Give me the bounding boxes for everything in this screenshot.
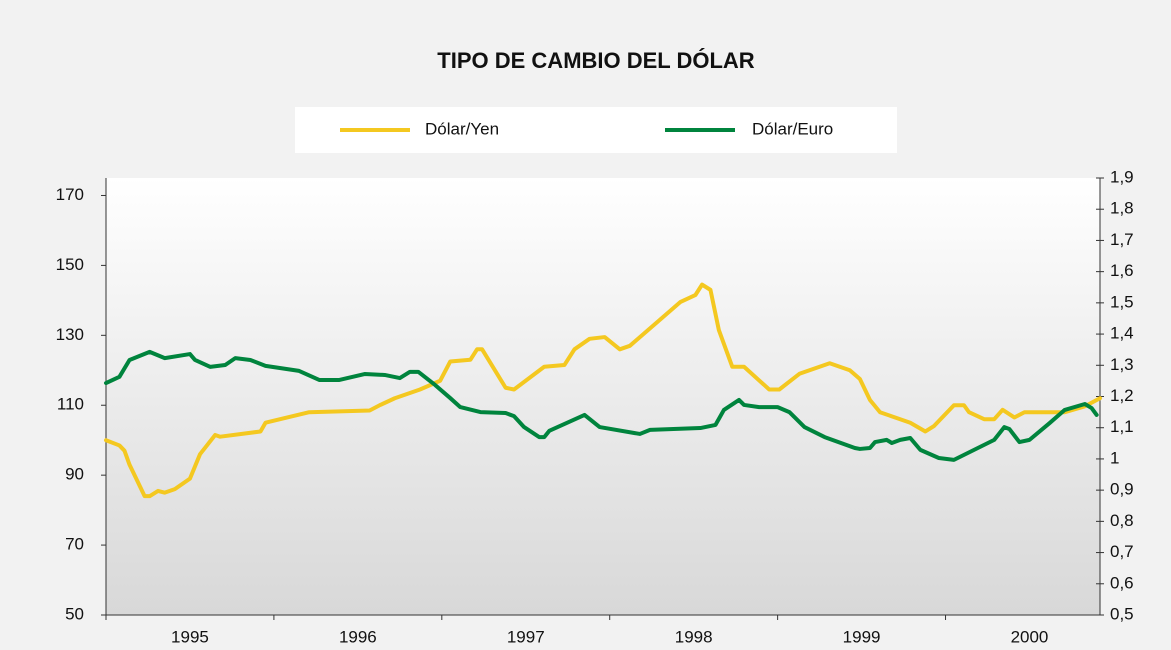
y2-tick-label: 1,8 — [1110, 199, 1134, 218]
x-tick-label: 1997 — [507, 627, 545, 646]
x-tick-label: 1996 — [339, 627, 377, 646]
y2-tick-label: 1,5 — [1110, 292, 1134, 311]
y2-tick-label: 1,7 — [1110, 230, 1134, 249]
y-tick-label: 110 — [57, 395, 84, 414]
series-line — [104, 349, 1099, 462]
y-tick-label: 50 — [65, 604, 84, 623]
y-tick-label: 90 — [65, 465, 84, 484]
x-tick-label: 2000 — [1011, 627, 1049, 646]
y-tick-label: 150 — [56, 255, 84, 274]
y2-tick-label: 1,4 — [1110, 324, 1134, 343]
y2-tick-label: 0,6 — [1110, 573, 1134, 592]
y-tick-label: 70 — [65, 535, 84, 554]
y-tick-label: 130 — [56, 325, 84, 344]
y2-tick-label: 1 — [1110, 448, 1119, 467]
y2-tick-label: 0,5 — [1110, 604, 1134, 623]
y2-tick-label: 1,6 — [1110, 261, 1134, 280]
y2-tick-label: 1,9 — [1110, 167, 1134, 186]
x-tick-label: 1995 — [171, 627, 209, 646]
y2-tick-label: 0,9 — [1110, 480, 1134, 499]
plot-layer: 50 70 90 110 130 150 170 0,5 0,6 0,7 0,8 0,9 1 1,1 1,2… — [56, 119, 1134, 646]
x-tick-label: 1998 — [675, 627, 713, 646]
series-line — [104, 282, 1102, 499]
plot-area — [106, 178, 1100, 615]
y2-tick-label: 1,2 — [1110, 386, 1134, 405]
legend-label: Dólar/Yen — [425, 119, 499, 138]
y-tick-label: 170 — [56, 185, 84, 204]
legend-label: Dólar/Euro — [752, 119, 833, 138]
y2-tick-label: 1,3 — [1110, 355, 1134, 374]
y2-tick-label: 0,7 — [1110, 542, 1134, 561]
chart-title: TIPO DE CAMBIO DEL DÓLAR — [437, 48, 754, 73]
y2-tick-label: 1,1 — [1110, 417, 1134, 436]
x-tick-label: 1999 — [843, 627, 881, 646]
y2-tick-label: 0,8 — [1110, 511, 1134, 530]
